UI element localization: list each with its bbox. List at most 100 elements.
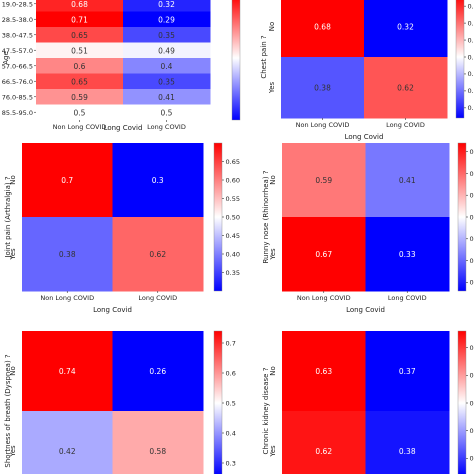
colorbar-tick-label: 0.40: [470, 257, 474, 265]
y-axis-label: Shortness of breath (Dyspnea) ?: [4, 354, 12, 468]
y-tick-label: 85.5-95.0: [2, 109, 33, 117]
colorbar-tick-label: 0.6: [226, 369, 236, 377]
y-tick-label: No: [268, 22, 276, 32]
heatmap-cell: [112, 331, 204, 412]
x-tick-label: Long COVID: [386, 121, 425, 129]
heatmap-panel-1: 0.68 0.32 0.71 0.29 0.65 0.35 0.51 0.49 0.6 0.4 0.…: [2, 0, 241, 132]
colorbar-tick-label: 0.60: [470, 344, 474, 352]
colorbar-tick-label: 0.45: [468, 70, 474, 78]
cell-value-label: 0.65: [71, 31, 88, 40]
heatmap-cell: [36, 11, 124, 28]
x-tick-label: Non Long COVID: [296, 121, 350, 129]
heatmap-cell: [36, 104, 124, 121]
y-tick-label: Yes: [268, 82, 276, 95]
x-axis-label: Long Covid: [345, 133, 384, 141]
heatmap-cell: [22, 143, 113, 218]
colorbar-tick-label: 0.65: [470, 148, 474, 156]
heatmap-cell: [364, 0, 448, 58]
cell-value-label: 0.5: [74, 108, 86, 117]
x-axis-label: Long Covid: [93, 306, 132, 314]
heatmap-cell: [123, 0, 211, 12]
colorbar: [457, 142, 467, 292]
colorbar-tick-label: 0.55: [470, 372, 474, 380]
x-axis-label: Long Covid: [104, 124, 143, 132]
y-tick-label: 47.5-57.0: [2, 47, 33, 55]
cell-value-label: 0.33: [399, 250, 416, 259]
colorbar-tick-label: 0.35: [468, 104, 474, 112]
heatmap-cell: [36, 89, 124, 105]
cell-value-label: 0.6: [74, 62, 86, 71]
heatmap-cell: [36, 27, 124, 43]
heatmap-cell: [365, 217, 450, 292]
colorbar: [455, 0, 465, 119]
heatmap-cell: [22, 411, 113, 474]
colorbar-tick-label: 0.55: [470, 192, 474, 200]
cell-value-label: 0.35: [158, 77, 175, 86]
cell-value-label: 0.32: [397, 23, 414, 32]
x-tick-label: Long COVID: [138, 294, 177, 302]
y-tick-label: 57.0-66.5: [2, 62, 33, 70]
heatmap-cell: [123, 58, 211, 74]
heatmap-cell: [36, 0, 124, 12]
y-tick-label: 76.0-85.5: [2, 93, 33, 101]
colorbar-tick-label: 0.55: [468, 36, 474, 44]
heatmap-cell: [36, 42, 124, 59]
y-axis-label: Runny nose (Rhinorrhea) ?: [262, 170, 270, 263]
colorbar-tick-label: 0.55: [226, 195, 240, 203]
y-tick-label: No: [269, 366, 277, 376]
cell-value-label: 0.74: [59, 367, 76, 376]
colorbar-tick-label: 0.5: [226, 399, 236, 407]
x-tick-label: Non Long COVID: [297, 294, 351, 302]
colorbar-tick-label: 0.65: [226, 158, 240, 166]
colorbar: [213, 330, 223, 474]
colorbar-tick-label: 0.35: [226, 269, 240, 277]
cell-value-label: 0.68: [314, 23, 331, 32]
x-tick-label: Long COVID: [147, 123, 186, 131]
cell-value-label: 0.58: [149, 447, 166, 456]
colorbar-tick-label: 0.65: [468, 2, 474, 10]
heatmap-cell: [282, 411, 366, 474]
heatmap-cell: [112, 411, 204, 474]
cell-value-label: 0.62: [315, 447, 332, 456]
colorbar-tick-label: 0.4: [226, 429, 236, 437]
colorbar-tick-label: 0.45: [470, 235, 474, 243]
heatmap-cell: [364, 57, 448, 119]
cell-value-label: 0.49: [158, 46, 175, 55]
heatmap-cell: [123, 11, 211, 28]
heatmap-cell: [112, 217, 204, 292]
y-tick-label: Yes: [269, 248, 277, 261]
cell-value-label: 0.26: [149, 367, 166, 376]
cell-value-label: 0.62: [149, 250, 166, 259]
y-tick-label: 28.5-38.0: [2, 16, 33, 24]
colorbar-tick-label: 0.50: [470, 399, 474, 407]
cell-value-label: 0.38: [59, 250, 76, 259]
x-tick-label: Non Long COVID: [40, 294, 94, 302]
colorbar-tick-label: 0.35: [470, 279, 474, 287]
heatmap-cell: [365, 143, 450, 218]
y-tick-label: 19.0-28.5: [2, 0, 33, 8]
y-axis-label: Age: [2, 51, 10, 65]
cell-value-label: 0.5: [161, 108, 173, 117]
cell-value-label: 0.29: [158, 15, 175, 24]
cell-value-label: 0.32: [158, 0, 175, 9]
cell-value-label: 0.59: [315, 176, 332, 185]
cell-value-label: 0.65: [71, 77, 88, 86]
cell-value-label: 0.38: [399, 447, 416, 456]
cell-value-label: 0.35: [158, 31, 175, 40]
x-tick-label: Non Long COVID: [53, 123, 107, 131]
colorbar: [213, 142, 223, 292]
colorbar-tick-label: 0.50: [470, 213, 474, 221]
y-tick-label: Yes: [269, 445, 277, 458]
colorbar-tick-label: 0.60: [470, 170, 474, 178]
y-tick-label: No: [269, 175, 277, 185]
cell-value-label: 0.7: [61, 176, 73, 185]
heatmap-cell: [365, 411, 450, 474]
heatmap-cell: [123, 104, 211, 121]
heatmap-cell: [123, 27, 211, 43]
heatmap-cell: [281, 0, 365, 58]
heatmap-cell: [22, 331, 113, 412]
y-axis-label: Joint pain (Arthralgia) ?: [4, 176, 12, 258]
